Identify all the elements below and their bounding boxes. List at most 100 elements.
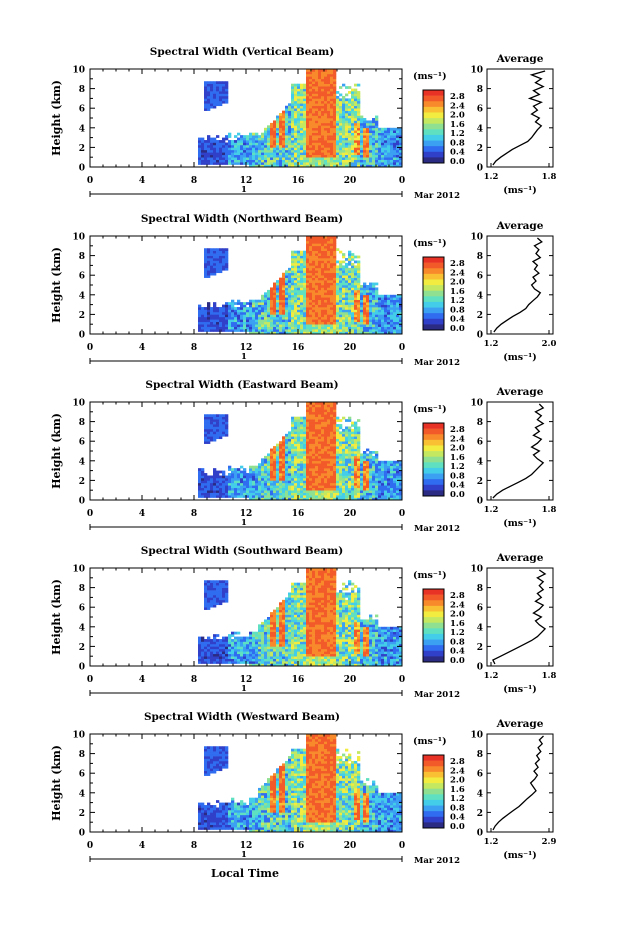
heatmap-cell: [312, 470, 316, 474]
heatmap-cell: [294, 477, 298, 481]
heatmap-cell: [261, 473, 265, 476]
heatmap-cell: [267, 299, 271, 303]
heatmap-cell: [318, 162, 322, 165]
heatmap-cell: [306, 326, 310, 330]
heatmap-cell: [240, 140, 244, 143]
heatmap-cell: [390, 304, 394, 308]
heatmap-cell: [291, 436, 295, 440]
x-tick-label: 8: [191, 343, 197, 353]
heatmap-cell: [390, 157, 394, 160]
heatmap-cell: [231, 495, 235, 498]
heatmap-cell: [324, 428, 328, 432]
heatmap-cell: [207, 262, 211, 266]
heatmap-cell: [333, 78, 337, 82]
heatmap-cell: [282, 157, 286, 160]
heatmap-cell: [324, 152, 328, 156]
heatmap-cell: [336, 490, 340, 493]
heatmap-cell: [234, 314, 238, 318]
heatmap-cell: [387, 319, 391, 323]
heatmap-cell: [231, 321, 235, 325]
heatmap-cell: [303, 137, 307, 141]
heatmap-cell: [297, 88, 301, 92]
heatmap-cell: [285, 448, 289, 452]
heatmap-cell: [279, 152, 283, 156]
heatmap-cell: [228, 159, 232, 163]
heatmap-cell: [318, 78, 322, 82]
heatmap-cell: [273, 490, 277, 493]
heatmap-cell: [282, 331, 286, 335]
heatmap-cell: [231, 144, 235, 148]
heatmap-cell: [210, 431, 214, 435]
heatmap-cell: [369, 299, 373, 303]
heatmap-cell: [312, 93, 316, 97]
heatmap-cell: [201, 140, 205, 143]
heatmap-cell: [243, 480, 247, 484]
heatmap-cell: [303, 421, 307, 425]
average-x-tick-label: 2.0: [542, 339, 557, 349]
heatmap-cell: [297, 448, 301, 452]
heatmap-cell: [198, 154, 202, 158]
heatmap-cell: [294, 324, 298, 327]
heatmap-cell: [330, 162, 334, 165]
heatmap-cell: [333, 100, 337, 104]
heatmap-cell: [321, 95, 325, 99]
heatmap-cell: [300, 302, 304, 305]
heatmap-cell: [354, 468, 358, 471]
heatmap-cell: [366, 120, 370, 124]
heatmap-cell: [354, 164, 358, 168]
heatmap-cell: [300, 324, 304, 327]
heatmap-cell: [312, 118, 316, 121]
heatmap-cell: [327, 86, 331, 89]
heatmap-cell: [210, 438, 214, 442]
heatmap-cell: [360, 152, 364, 156]
heatmap-cell: [315, 110, 319, 114]
heatmap-cell: [243, 475, 247, 479]
heatmap-cell: [279, 122, 283, 126]
heatmap-cell: [348, 285, 352, 288]
heatmap-cell: [264, 154, 268, 158]
heatmap-cell: [363, 130, 367, 133]
heatmap-cell: [246, 475, 250, 479]
heatmap-cell: [321, 69, 325, 72]
heatmap-cell: [288, 438, 292, 442]
heatmap-cell: [210, 272, 214, 276]
heatmap-cell: [396, 144, 400, 148]
heatmap-cell: [306, 122, 310, 126]
heatmap-cell: [318, 95, 322, 99]
heatmap-cell: [204, 314, 208, 318]
heatmap-cell: [222, 253, 226, 256]
heatmap-cell: [366, 135, 370, 138]
heatmap-cell: [294, 105, 298, 109]
heatmap-cell: [282, 448, 286, 452]
heatmap-cell: [351, 162, 355, 165]
heatmap-cell: [291, 275, 295, 278]
heatmap-cell: [366, 311, 370, 315]
heatmap-cell: [354, 490, 358, 493]
heatmap-cell: [237, 468, 241, 471]
heatmap-cell: [378, 149, 382, 153]
heatmap-cell: [396, 304, 400, 308]
heatmap-cell: [285, 441, 289, 444]
heatmap-cell: [216, 260, 220, 264]
heatmap-cell: [291, 118, 295, 121]
heatmap-cell: [291, 91, 295, 94]
heatmap-cell: [327, 311, 331, 315]
heatmap-cell: [303, 144, 307, 148]
heatmap-cell: [318, 424, 322, 427]
heatmap-cell: [351, 463, 355, 466]
heatmap-cell: [210, 477, 214, 481]
heatmap-cell: [228, 492, 232, 496]
heatmap-cell: [303, 275, 307, 278]
heatmap-cell: [276, 282, 280, 286]
heatmap-cell: [219, 311, 223, 315]
heatmap-cell: [270, 135, 274, 138]
heatmap-cell: [393, 314, 397, 318]
heatmap-cell: [318, 453, 322, 457]
heatmap-cell: [237, 299, 241, 303]
heatmap-cell: [234, 495, 238, 498]
heatmap-cell: [327, 157, 331, 160]
heatmap-cell: [339, 487, 343, 491]
heatmap-cell: [330, 314, 334, 318]
heatmap-cell: [291, 122, 295, 126]
heatmap-cell: [321, 414, 325, 417]
